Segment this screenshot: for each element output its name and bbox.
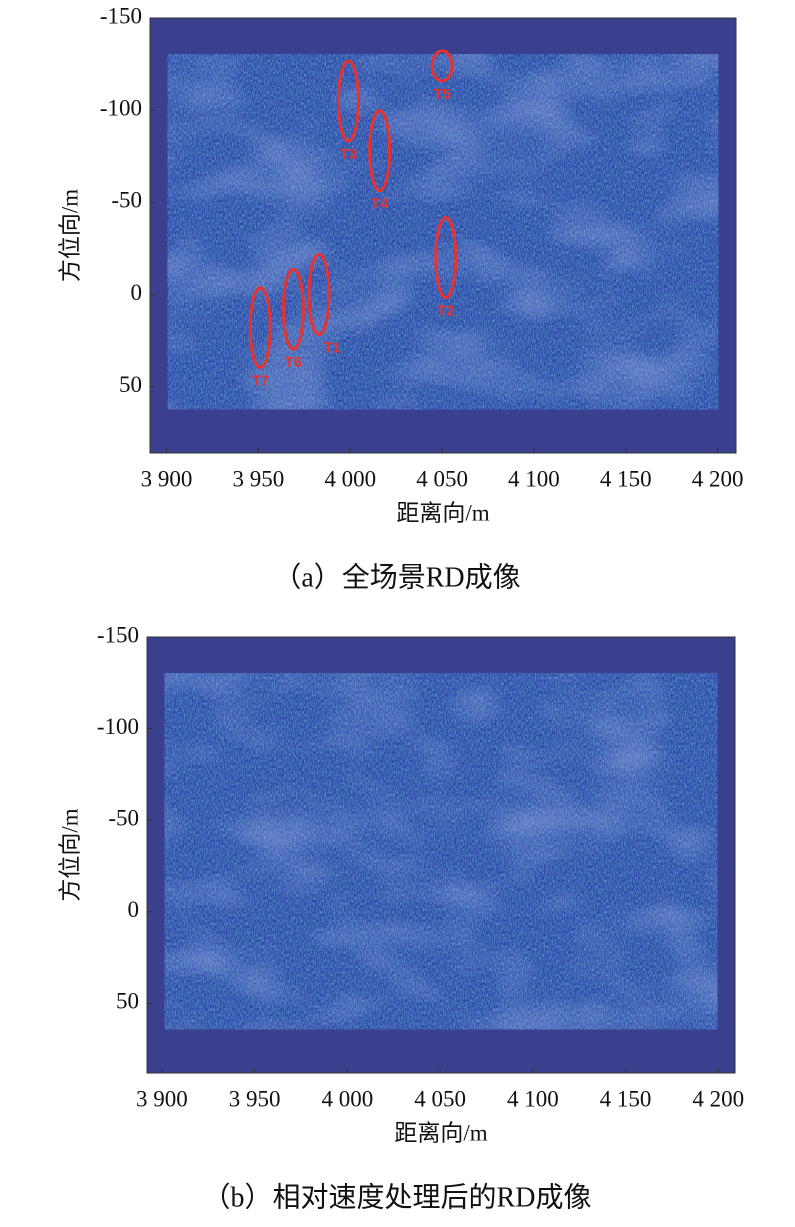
y-tick-label: 0 [131,280,143,305]
target-label: T4 [371,196,389,213]
caption: （a）全场景RD成像 [273,561,520,593]
y-tick-label: -50 [108,805,139,830]
x-tick-label: 4 100 [507,1086,559,1111]
y-tick-label: 50 [116,989,139,1014]
target-marker [307,252,331,336]
target-label: T7 [251,373,269,390]
x-tick-label: 3 900 [136,1086,188,1111]
x-tick-label: 4 050 [414,1086,466,1111]
target-marker [430,49,454,83]
caption: （b）相对速度处理后的RD成像 [203,1181,592,1213]
x-tick-label: 4 100 [508,466,560,491]
target-label: T5 [433,86,451,103]
target-label: T1 [323,339,341,356]
y-tick-label: -150 [100,3,142,28]
plot-frame [146,636,736,1074]
x-tick-label: 3 900 [141,466,193,491]
x-axis-label: 距离向/m [396,500,489,525]
y-axis-label: 方位向/m [57,808,82,901]
target-label: T3 [340,146,358,163]
y-axis-label: 方位向/m [57,189,82,282]
x-tick-label: 4 000 [324,466,376,491]
target-marker [336,59,360,143]
plot: 3 900 3 950 4 000 4 050 4 100 4 150 4 200 -150 -… [57,3,743,593]
x-tick-label: 4 150 [600,1086,652,1111]
y-tick-label: 50 [119,372,142,397]
image-speckle [164,673,718,1030]
x-tick-label: 4 000 [321,1086,373,1111]
x-tick-label: 3 950 [233,466,285,491]
y-tick-label: 0 [128,897,140,922]
image-speckle [167,54,719,410]
y-tick-label: -100 [97,714,139,739]
y-tick-label: -150 [97,622,139,647]
x-tick-label: 4 150 [600,466,652,491]
y-tick-label: -50 [111,188,142,213]
target-marker [368,109,392,193]
target-label: T6 [285,354,303,371]
target-marker [281,267,305,351]
x-tick-label: 4 200 [692,1086,744,1111]
target-label: T2 [437,303,455,320]
target-marker [434,216,458,300]
y-tick-label: -100 [100,95,142,120]
x-tick-label: 3 950 [229,1086,281,1111]
x-axis-label: 距离向/m [394,1120,487,1145]
plot: 3 900 3 950 4 000 4 050 4 100 4 150 4 200 -150 -… [57,622,744,1213]
plot-frame [149,17,737,454]
target-marker [248,286,272,370]
x-tick-label: 4 050 [416,466,468,491]
x-tick-label: 4 200 [692,466,744,491]
